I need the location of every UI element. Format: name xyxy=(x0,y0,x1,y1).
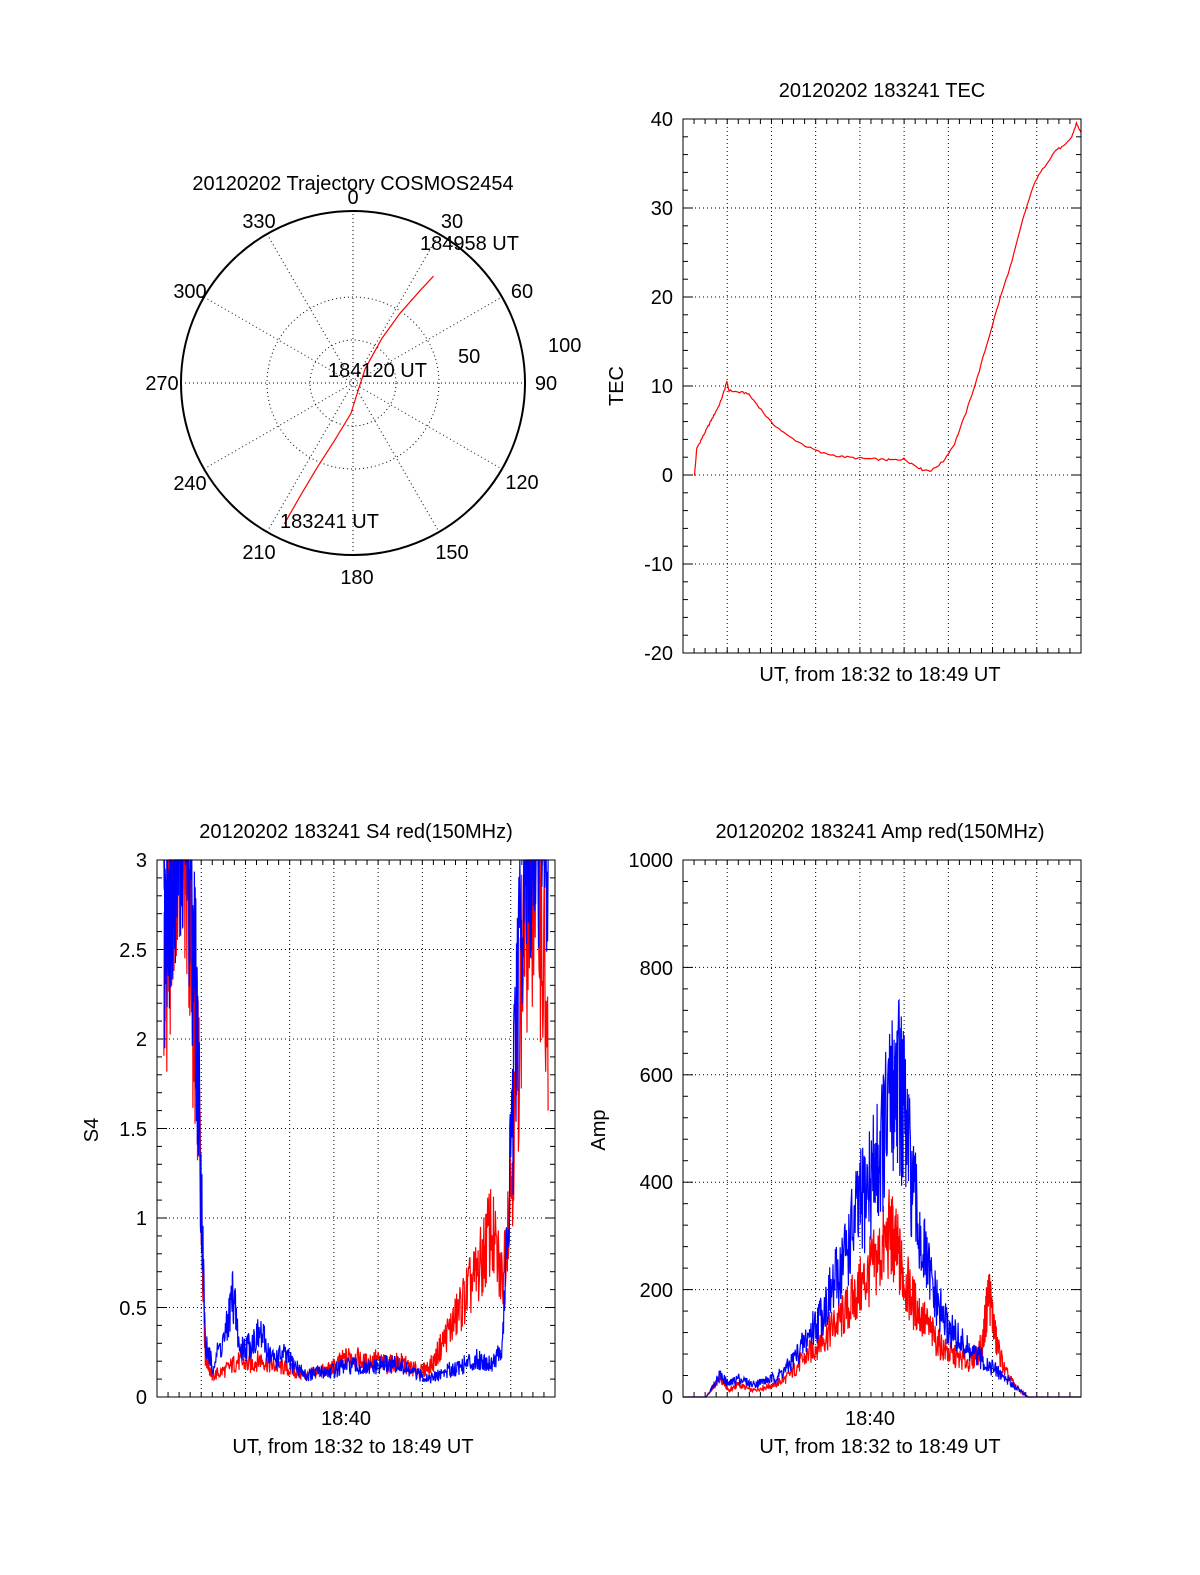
tec-frame xyxy=(682,118,1082,654)
angle-label-150: 150 xyxy=(435,542,468,564)
s4-xlabel: UT, from 18:32 to 18:49 UT xyxy=(232,1436,473,1458)
angle-label-330: 330 xyxy=(242,211,275,233)
angle-label-270: 270 xyxy=(145,373,178,395)
tec-ytick-label: 30 xyxy=(651,198,673,220)
polar-title: 20120202 Trajectory COSMOS2454 xyxy=(192,173,513,195)
s4-chart: 20120202 183241 S4 red(150MHz) 0 0.5 1 1… xyxy=(81,821,556,1458)
amp-ytick-label: 1000 xyxy=(629,850,674,872)
tec-ytick-label: 0 xyxy=(662,465,673,487)
tec-xlabel: UT, from 18:32 to 18:49 UT xyxy=(759,664,1000,686)
polar-grid-circle-inner xyxy=(309,339,397,427)
s4-title: 20120202 183241 S4 red(150MHz) xyxy=(199,821,513,843)
s4-series-blue xyxy=(163,859,549,1384)
amp-ytick-label: 200 xyxy=(640,1280,673,1302)
tec-ylabel: TEC xyxy=(606,366,628,406)
amp-chart: 20120202 183241 Amp red(150MHz) 0 200 40… xyxy=(588,821,1082,1458)
amp-ytick-label: 600 xyxy=(640,1065,673,1087)
polar-trajectory-chart: 20120202 Trajectory COSMOS2454 0 30 60 9… xyxy=(145,173,581,589)
tec-ytick-label: 40 xyxy=(651,109,673,131)
radius-label-100: 100 xyxy=(548,335,581,357)
angle-label-300: 300 xyxy=(173,281,206,303)
angle-label-60: 60 xyxy=(511,281,533,303)
angle-label-180: 180 xyxy=(340,567,373,589)
amp-ytick-label: 0 xyxy=(662,1387,673,1409)
s4-series-red xyxy=(163,859,549,1382)
tec-ytick-label: 10 xyxy=(651,376,673,398)
angle-label-210: 210 xyxy=(242,542,275,564)
tec-ytick-label: 20 xyxy=(651,287,673,309)
angle-label-120: 120 xyxy=(505,472,538,494)
s4-ytick-label: 2.5 xyxy=(119,940,147,962)
angle-label-240: 240 xyxy=(173,473,206,495)
amp-series-blue xyxy=(683,998,1081,1398)
amp-series-red xyxy=(683,1189,1081,1398)
angle-label-0: 0 xyxy=(347,187,358,209)
radius-label-50: 50 xyxy=(458,346,480,368)
s4-grid xyxy=(157,860,555,1397)
s4-ytick-label: 1.5 xyxy=(119,1119,147,1141)
s4-ytick-label: 3 xyxy=(136,850,147,872)
angle-label-90: 90 xyxy=(535,373,557,395)
tec-title: 20120202 183241 TEC xyxy=(779,80,985,102)
trajectory-line xyxy=(283,275,434,525)
amp-ytick-label: 800 xyxy=(640,958,673,980)
tec-chart: 20120202 183241 TEC -20 -10 0 10 20 30 4… xyxy=(606,80,1082,686)
tec-ticks xyxy=(683,118,1081,654)
s4-ytick-label: 1 xyxy=(136,1208,147,1230)
amp-ylabel: Amp xyxy=(588,1109,610,1150)
amp-title: 20120202 183241 Amp red(150MHz) xyxy=(715,821,1044,843)
tec-ytick-label: -10 xyxy=(644,554,673,576)
polar-grid-circle-outer xyxy=(266,296,440,470)
s4-ytick-label: 0.5 xyxy=(119,1298,147,1320)
tec-grid xyxy=(683,119,1081,653)
polar-spokes xyxy=(181,211,525,555)
angle-label-30: 30 xyxy=(441,211,463,233)
s4-ticks xyxy=(157,859,555,1398)
s4-ytick-label: 0 xyxy=(136,1387,147,1409)
point-label-mid: 184120 UT xyxy=(328,360,427,382)
amp-grid xyxy=(683,860,1081,1397)
s4-xtick-label: 18:40 xyxy=(321,1408,371,1430)
point-label-start: 183241 UT xyxy=(280,511,379,533)
amp-xlabel: UT, from 18:32 to 18:49 UT xyxy=(759,1436,1000,1458)
s4-frame xyxy=(156,859,556,1398)
tec-series-red xyxy=(693,120,1082,476)
polar-spoke xyxy=(266,233,440,533)
s4-ylabel: S4 xyxy=(81,1118,103,1142)
tec-ytick-label: -20 xyxy=(644,643,673,665)
amp-frame xyxy=(682,859,1082,1398)
point-label-end: 184958 UT xyxy=(420,233,519,255)
amp-ytick-label: 400 xyxy=(640,1172,673,1194)
amp-xtick-label: 18:40 xyxy=(845,1408,895,1430)
s4-ytick-label: 2 xyxy=(136,1029,147,1051)
